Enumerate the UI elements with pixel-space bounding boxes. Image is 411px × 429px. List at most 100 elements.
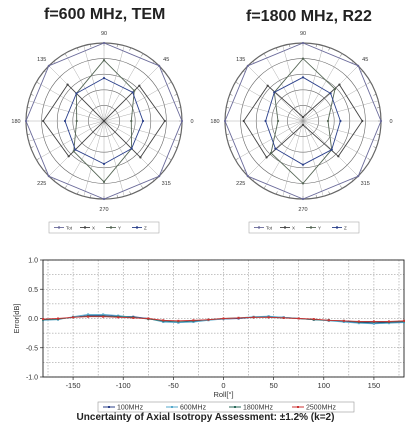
polar-point — [329, 92, 332, 95]
polar-point — [273, 91, 276, 94]
polar-spoke — [263, 120, 304, 189]
legend-marker — [283, 226, 287, 229]
polar-tick — [376, 133, 380, 135]
polar-point — [264, 119, 267, 123]
y-tick-label: -0.5 — [26, 345, 38, 352]
x-tick-label: 50 — [269, 381, 277, 390]
polar-spoke — [64, 53, 105, 122]
polar-point — [139, 156, 142, 159]
polar-tick — [289, 44, 291, 48]
polar-point — [333, 87, 337, 91]
x-tick-label: 0 — [221, 381, 225, 390]
polar-point — [276, 119, 280, 123]
polar-angle-label: 270 — [99, 207, 108, 213]
polar-spoke — [282, 45, 304, 122]
polar-point — [357, 64, 360, 67]
line-point — [57, 317, 60, 320]
polar-tick — [376, 107, 380, 109]
line-point — [387, 322, 390, 325]
polar-point — [133, 89, 136, 92]
legend-label: 1800MHz — [243, 405, 273, 412]
polar-angle-label: 180 — [210, 119, 219, 125]
polar-point — [47, 64, 50, 67]
line-point — [403, 319, 405, 322]
legend-marker — [234, 406, 236, 408]
legend-marker — [309, 226, 313, 229]
line-point — [372, 322, 375, 325]
polar-point — [246, 175, 249, 178]
polar-point — [274, 147, 277, 150]
polar-point — [47, 175, 50, 178]
polar-angle-label: 135 — [236, 57, 245, 63]
polar-spoke — [235, 120, 304, 161]
polar-spoke — [36, 81, 105, 122]
x-tick-label: 100 — [318, 381, 331, 390]
legend-label: Y — [118, 226, 121, 231]
legend-label: X — [292, 226, 295, 231]
polar-spoke — [103, 53, 144, 122]
polar-spoke — [103, 81, 172, 122]
polar-point — [130, 147, 133, 150]
polar-angle-label: 135 — [37, 57, 46, 63]
polar-point — [75, 119, 78, 123]
line-point — [87, 313, 90, 316]
polar-spoke — [28, 100, 105, 122]
line-point — [207, 318, 210, 321]
polar-angle-label: 90 — [300, 31, 306, 37]
line-point — [387, 320, 390, 323]
polar-angle-label: 315 — [361, 181, 370, 187]
polar-spoke — [103, 120, 144, 189]
line-point — [357, 320, 360, 323]
polar-tick — [315, 194, 317, 198]
polar-point — [338, 83, 341, 86]
polar-tick — [174, 146, 178, 148]
polar-tick — [177, 133, 181, 135]
polar-spoke — [302, 120, 324, 197]
polar-point — [301, 123, 305, 126]
line-point — [237, 316, 240, 319]
line-point — [177, 321, 180, 324]
line-point — [117, 314, 120, 317]
polar-tick — [90, 194, 92, 198]
polar-point — [63, 119, 67, 123]
line-point — [252, 316, 255, 319]
polar-legend: Tot X Y Z — [248, 221, 360, 234]
polar-spoke — [103, 120, 180, 142]
y-tick-label: -1.0 — [26, 375, 38, 382]
polar-legend-box — [48, 221, 160, 234]
polar-angle-label: 315 — [162, 181, 171, 187]
polar-spoke — [227, 100, 304, 122]
polar-point — [326, 119, 330, 123]
x-tick-label: -150 — [66, 381, 81, 390]
polar-tick — [229, 146, 233, 148]
polar-tick — [289, 194, 291, 198]
legend-label: 600MHz — [180, 405, 207, 412]
polar-point — [67, 155, 70, 158]
polar-chart-2: 0 45 90 135 180 225 270 315 Tot X Y Z — [210, 31, 393, 234]
polar-tick — [226, 107, 230, 109]
polar-point — [102, 59, 106, 62]
polar-angle-label: 90 — [101, 31, 107, 37]
polar-point — [158, 64, 161, 67]
polar-point — [301, 182, 305, 185]
line-point — [282, 316, 285, 319]
polar-point — [163, 119, 166, 123]
polar-tick — [116, 194, 118, 198]
legend-marker — [257, 226, 261, 229]
polar-point — [138, 84, 141, 87]
polar-tick — [226, 133, 230, 135]
polar-spoke — [302, 120, 371, 161]
polar-point — [357, 175, 360, 178]
polar-angle-label: 45 — [362, 57, 368, 63]
polar-tick — [116, 44, 118, 48]
line-chart-caption: Uncertainty of Axial Isotropy Assessment… — [76, 412, 335, 423]
line-point — [372, 320, 375, 323]
polar-tick — [129, 47, 131, 51]
line-point — [312, 318, 315, 321]
y-axis-label: Error[dB] — [12, 303, 21, 333]
line-point — [222, 317, 225, 320]
polar-spoke — [235, 81, 304, 122]
polar-spoke — [247, 65, 304, 122]
line-point — [87, 315, 90, 318]
polar-tick — [373, 94, 377, 96]
